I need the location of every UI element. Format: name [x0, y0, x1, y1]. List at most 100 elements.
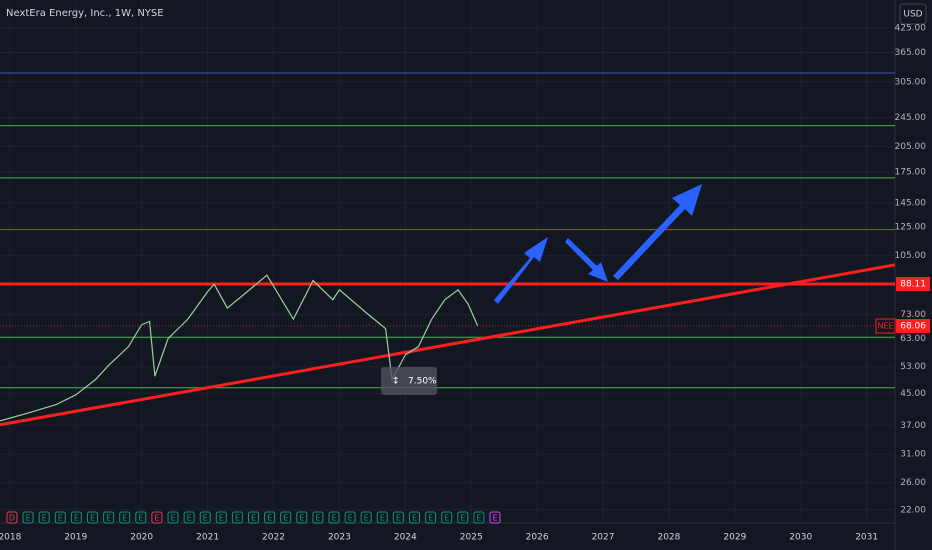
arrow	[565, 238, 608, 282]
event-label: E	[154, 514, 159, 523]
x-tick-label: 2029	[723, 533, 746, 543]
event-marker	[183, 511, 195, 524]
event-marker	[54, 511, 66, 524]
x-tick-label: 2027	[592, 533, 615, 543]
y-tick-label: 73.00	[900, 310, 926, 320]
price-badge	[896, 319, 930, 334]
event-label: E	[170, 514, 175, 523]
event-marker	[38, 511, 50, 524]
y-tick-label: 37.00	[900, 421, 926, 431]
y-tick-label: 26.00	[900, 478, 926, 488]
x-tick-label: 2020	[130, 533, 153, 543]
x-tick-label: 2030	[789, 533, 812, 543]
event-marker	[215, 511, 227, 524]
event-label: E	[380, 514, 385, 523]
event-label: E	[476, 514, 481, 523]
event-label: E	[396, 514, 401, 523]
y-tick-label: 45.00	[900, 389, 926, 399]
event-marker	[22, 511, 34, 524]
marks	[0, 72, 896, 427]
y-tick-label: 22.00	[900, 505, 926, 515]
event-label: E	[331, 514, 336, 523]
event-marker	[328, 511, 340, 524]
y-tick-label: 305.00	[895, 77, 927, 87]
event-marker	[264, 511, 276, 524]
y-tick-label: 125.00	[895, 223, 927, 233]
event-label: E	[235, 514, 240, 523]
symbol-label: NEE	[877, 322, 893, 331]
event-marker	[473, 511, 485, 524]
event-label: E	[412, 514, 417, 523]
event-label: E	[26, 514, 31, 523]
event-marker	[392, 511, 404, 524]
y-tick-label: 63.00	[900, 334, 926, 344]
event-marker	[296, 511, 308, 524]
price-line	[0, 274, 479, 422]
event-marker	[425, 511, 437, 524]
x-tick-label: 2021	[196, 533, 219, 543]
y-tick-label: 105.00	[895, 251, 927, 261]
level-badge	[896, 276, 930, 291]
event-label: E	[444, 514, 449, 523]
event-marker	[376, 511, 388, 524]
y-tick-label: 53.00	[900, 362, 926, 372]
event-marker	[248, 511, 259, 524]
level-label: 88.11	[900, 279, 926, 289]
event-label: E	[283, 514, 288, 523]
forecast-arrows	[494, 184, 702, 304]
event-marker	[167, 511, 179, 524]
event-marker	[280, 511, 292, 524]
event-label: E	[138, 514, 143, 523]
x-tick-label: 2018	[0, 533, 22, 543]
event-label: E	[187, 514, 192, 523]
x-tick-label: 2023	[328, 533, 351, 543]
event-label: E	[90, 514, 95, 523]
event-marker	[312, 511, 324, 524]
event-label: E	[460, 514, 465, 523]
currency-button[interactable]	[899, 3, 927, 25]
y-tick-label: 205.00	[895, 142, 927, 152]
x-tick-label: 2026	[526, 533, 549, 543]
trendline	[0, 263, 896, 427]
price-label: 68.06	[900, 322, 926, 332]
chart-title: NextEra Energy, Inc., 1W, NYSE	[6, 8, 164, 19]
event-label: E	[219, 514, 224, 523]
event-marker	[231, 511, 243, 524]
x-tick-label: 2031	[855, 533, 878, 543]
event-marker	[409, 511, 420, 524]
event-marker	[87, 511, 98, 524]
event-label: E	[122, 514, 127, 523]
event-marker	[135, 511, 147, 524]
y-tick-label: 365.00	[895, 48, 927, 58]
event-marker	[199, 511, 211, 524]
event-label: E	[251, 514, 256, 523]
symbol-badge	[875, 318, 896, 334]
x-tick-label: 2025	[460, 533, 483, 543]
event-label: E	[315, 514, 320, 523]
x-tick-label: 2028	[657, 533, 680, 543]
event-marker	[6, 511, 18, 524]
event-marker	[489, 511, 501, 524]
event-label: E	[299, 514, 304, 523]
event-label: E	[364, 514, 369, 523]
y-tick-label: 245.00	[895, 113, 927, 123]
event-label: E	[267, 514, 272, 523]
event-marker	[344, 511, 356, 524]
event-label: E	[42, 514, 47, 523]
event-marker	[441, 511, 453, 524]
currency-label[interactable]: USD	[903, 10, 922, 20]
grid	[0, 0, 895, 523]
y-tick-label: 145.00	[895, 198, 927, 208]
x-tick-label: 2022	[262, 533, 285, 543]
measure-box	[381, 367, 437, 395]
event-label: E	[428, 514, 433, 523]
x-tick-label: 2019	[64, 533, 87, 543]
y-tick-label: 31.00	[900, 450, 926, 460]
y-tick-label: 175.00	[895, 168, 927, 178]
event-label: E	[492, 514, 497, 523]
event-label: E	[106, 514, 111, 523]
event-marker	[457, 511, 469, 524]
x-tick-label: 2024	[394, 533, 417, 543]
